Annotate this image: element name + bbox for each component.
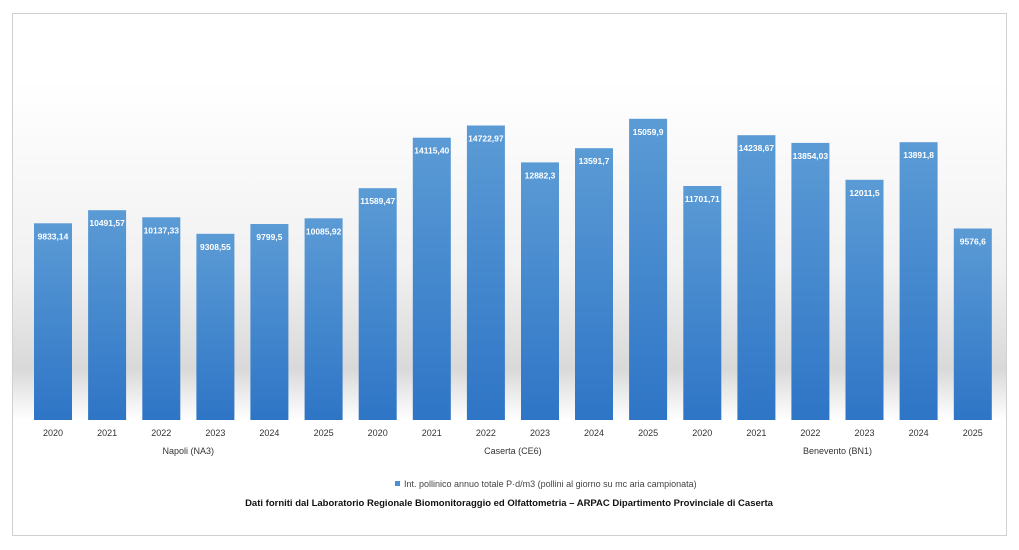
x-tick-label: 2022 xyxy=(800,428,820,438)
data-label: 14238,67 xyxy=(739,143,775,153)
data-label: 10491,57 xyxy=(89,218,125,228)
x-tick-label: 2022 xyxy=(151,428,171,438)
bar-1-2024 xyxy=(575,148,613,420)
bar-1-2023 xyxy=(521,162,559,420)
x-tick-label: 2022 xyxy=(476,428,496,438)
group-label: Caserta (CE6) xyxy=(484,446,542,456)
bar-0-2025 xyxy=(304,218,343,420)
bar-2-2023 xyxy=(845,179,884,420)
footer-credit: Dati forniti dal Laboratorio Regionale B… xyxy=(245,498,774,509)
data-label: 13854,03 xyxy=(793,151,829,161)
x-tick-label: 2020 xyxy=(368,428,388,438)
bar-2-2020 xyxy=(683,186,722,420)
legend-label: Int. pollinico annuo totale P·d/m3 (poll… xyxy=(404,479,697,489)
x-tick-label: 2025 xyxy=(638,428,658,438)
data-label: 10085,92 xyxy=(306,226,342,236)
data-label: 9799,5 xyxy=(256,232,282,242)
x-tick-label: 2023 xyxy=(854,428,874,438)
data-label: 13891,8 xyxy=(903,150,934,160)
bar-1-2025 xyxy=(629,118,668,421)
x-tick-label: 2025 xyxy=(314,428,334,438)
group-label: Benevento (BN1) xyxy=(803,446,872,456)
x-tick-label: 2020 xyxy=(43,428,63,438)
x-tick-label: 2024 xyxy=(259,428,279,438)
bar-1-2020 xyxy=(358,188,397,420)
data-label: 12882,3 xyxy=(525,170,556,180)
bar-0-2023 xyxy=(196,233,235,420)
data-label: 9308,55 xyxy=(200,242,231,252)
bar-0-2020 xyxy=(34,223,72,420)
bar-1-2022 xyxy=(466,125,505,420)
data-label: 15059,9 xyxy=(633,127,664,137)
data-label: 13591,7 xyxy=(579,156,610,166)
data-label: 9576,6 xyxy=(960,237,986,247)
x-tick-label: 2024 xyxy=(584,428,604,438)
data-label: 12011,5 xyxy=(849,188,880,198)
legend-swatch xyxy=(395,481,400,486)
bar-2-2022 xyxy=(791,142,830,420)
bar-1-2021 xyxy=(412,137,451,420)
bar-0-2024 xyxy=(250,224,289,420)
x-tick-label: 2023 xyxy=(530,428,550,438)
bar-0-2021 xyxy=(88,210,127,420)
data-label: 11589,47 xyxy=(360,196,395,206)
x-tick-label: 2021 xyxy=(97,428,117,438)
x-tick-label: 2021 xyxy=(422,428,442,438)
bar-2-2025 xyxy=(953,228,992,420)
bar-0-2022 xyxy=(142,217,181,420)
x-tick-label: 2021 xyxy=(746,428,766,438)
data-label: 10137,33 xyxy=(144,225,180,235)
data-label: 9833,14 xyxy=(38,231,69,241)
data-label: 14722,97 xyxy=(468,134,504,144)
bar-2-2024 xyxy=(899,142,938,420)
bar-2-2021 xyxy=(737,135,776,420)
x-tick-label: 2024 xyxy=(909,428,929,438)
data-label: 14115,40 xyxy=(414,146,449,156)
legend: Int. pollinico annuo totale P·d/m3 (poll… xyxy=(395,479,697,489)
x-tick-label: 2020 xyxy=(692,428,712,438)
group-label: Napoli (NA3) xyxy=(163,446,215,456)
x-tick-label: 2025 xyxy=(963,428,983,438)
data-label: 11701,71 xyxy=(685,194,720,204)
x-tick-label: 2023 xyxy=(205,428,225,438)
